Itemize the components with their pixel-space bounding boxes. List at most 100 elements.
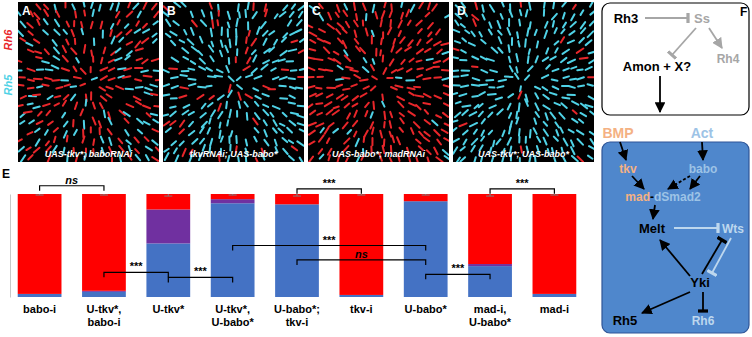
stain — [200, 139, 204, 144]
stain — [141, 71, 148, 72]
edge — [660, 240, 690, 276]
stain — [145, 88, 152, 90]
stain — [498, 48, 502, 53]
stain — [255, 128, 259, 132]
stain — [91, 2, 93, 8]
stain — [289, 95, 294, 98]
stain — [171, 141, 176, 145]
stain — [309, 141, 314, 144]
stain — [236, 49, 238, 55]
stain — [163, 70, 169, 73]
stain — [197, 95, 203, 99]
tick-label: mad-i,U-babo* — [469, 303, 512, 328]
stain — [387, 77, 392, 79]
stain — [545, 113, 547, 120]
stain — [101, 96, 106, 101]
stain — [509, 45, 510, 52]
stain — [473, 19, 476, 26]
stain — [518, 91, 521, 98]
stain — [35, 129, 40, 132]
stain — [287, 128, 292, 133]
stain — [74, 77, 81, 78]
stain — [437, 49, 442, 53]
stain — [71, 30, 73, 36]
stain — [283, 5, 287, 10]
stain — [55, 96, 61, 97]
stain — [569, 31, 574, 35]
stain — [416, 139, 420, 143]
stain — [28, 50, 34, 52]
stain — [498, 21, 501, 28]
stain — [343, 29, 347, 33]
stain — [423, 103, 430, 104]
stain — [463, 130, 468, 134]
stain — [414, 86, 420, 88]
stain — [590, 2, 593, 7]
bar-segment — [146, 194, 190, 209]
stain — [217, 70, 223, 73]
node-label: babo — [689, 162, 718, 176]
bar-segment — [533, 194, 577, 294]
stain — [518, 41, 519, 46]
stain — [346, 67, 353, 69]
stain — [482, 119, 485, 123]
stain — [135, 67, 142, 69]
stain — [432, 121, 437, 126]
stain — [63, 46, 66, 52]
stain — [334, 107, 339, 109]
stain — [83, 11, 86, 16]
stain — [199, 67, 205, 70]
stain — [434, 42, 441, 46]
stain — [371, 65, 374, 70]
stain — [353, 96, 358, 100]
stain — [238, 92, 240, 99]
stain — [390, 112, 392, 117]
stain — [344, 4, 347, 9]
stain — [337, 95, 343, 99]
stain — [508, 94, 513, 97]
stain — [82, 136, 84, 142]
stain — [237, 85, 242, 89]
stain — [363, 137, 366, 142]
stain — [350, 70, 358, 72]
stain — [482, 15, 484, 20]
stain — [572, 119, 577, 123]
stain — [505, 76, 513, 78]
stain — [536, 56, 538, 62]
stain — [128, 2, 130, 7]
stain — [252, 3, 254, 10]
stain — [571, 67, 576, 69]
stain — [344, 138, 349, 143]
stain — [589, 60, 594, 63]
channel-label: Rh5 — [2, 74, 14, 96]
stain — [354, 75, 360, 78]
significance-label: *** — [451, 262, 465, 274]
stain — [365, 14, 367, 20]
stain — [327, 94, 333, 97]
stain — [126, 30, 131, 34]
stain — [65, 84, 70, 86]
stain — [166, 34, 170, 37]
stain — [544, 2, 545, 8]
stain — [453, 75, 458, 77]
stain — [169, 67, 177, 70]
stain — [26, 43, 32, 46]
plot-area — [18, 194, 577, 297]
stain — [235, 57, 237, 62]
panel-letter: A — [22, 4, 31, 18]
stain — [371, 86, 376, 90]
stain — [308, 24, 312, 27]
stain — [389, 20, 392, 27]
stain — [200, 37, 202, 43]
stain — [280, 51, 286, 56]
stain — [56, 11, 59, 17]
stain — [334, 59, 340, 64]
stain — [462, 70, 470, 72]
stain — [235, 37, 237, 45]
tick-label-line: U-babo* — [212, 316, 255, 328]
bar-segment — [404, 194, 448, 201]
stain — [273, 77, 279, 79]
stain — [292, 4, 295, 8]
stain — [297, 115, 303, 117]
stain — [21, 155, 25, 161]
